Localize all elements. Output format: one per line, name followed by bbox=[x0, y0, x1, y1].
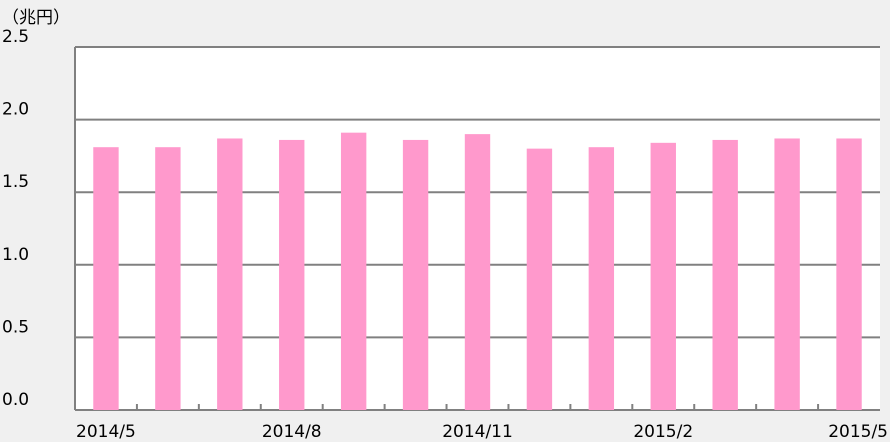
bar bbox=[712, 139, 738, 411]
bar bbox=[340, 132, 367, 410]
bar bbox=[836, 138, 862, 410]
y-tick-label: 0.0 bbox=[2, 390, 29, 410]
y-tick-label: 2.0 bbox=[2, 100, 29, 120]
bar bbox=[155, 147, 181, 411]
bar bbox=[464, 134, 491, 410]
bar bbox=[588, 147, 615, 411]
y-tick-label: 1.0 bbox=[2, 245, 29, 265]
bar bbox=[774, 138, 800, 410]
bar bbox=[650, 142, 676, 410]
y-tick-label: 0.5 bbox=[2, 317, 29, 337]
y-tick-label: 1.5 bbox=[2, 172, 29, 192]
y-axis-label: （兆円） bbox=[2, 8, 70, 28]
bar bbox=[279, 139, 305, 411]
bar bbox=[217, 138, 243, 410]
x-tick-label: 2014/5 bbox=[76, 422, 136, 442]
x-tick-label: 2015/5 bbox=[828, 422, 888, 442]
y-tick-label: 2.5 bbox=[2, 27, 29, 47]
x-tick-label: 2014/8 bbox=[262, 422, 322, 442]
x-tick-label: 2014/11 bbox=[442, 422, 513, 442]
bar bbox=[93, 147, 119, 411]
bar bbox=[402, 139, 429, 411]
bar bbox=[526, 148, 553, 410]
x-tick-label: 2015/2 bbox=[633, 422, 693, 442]
